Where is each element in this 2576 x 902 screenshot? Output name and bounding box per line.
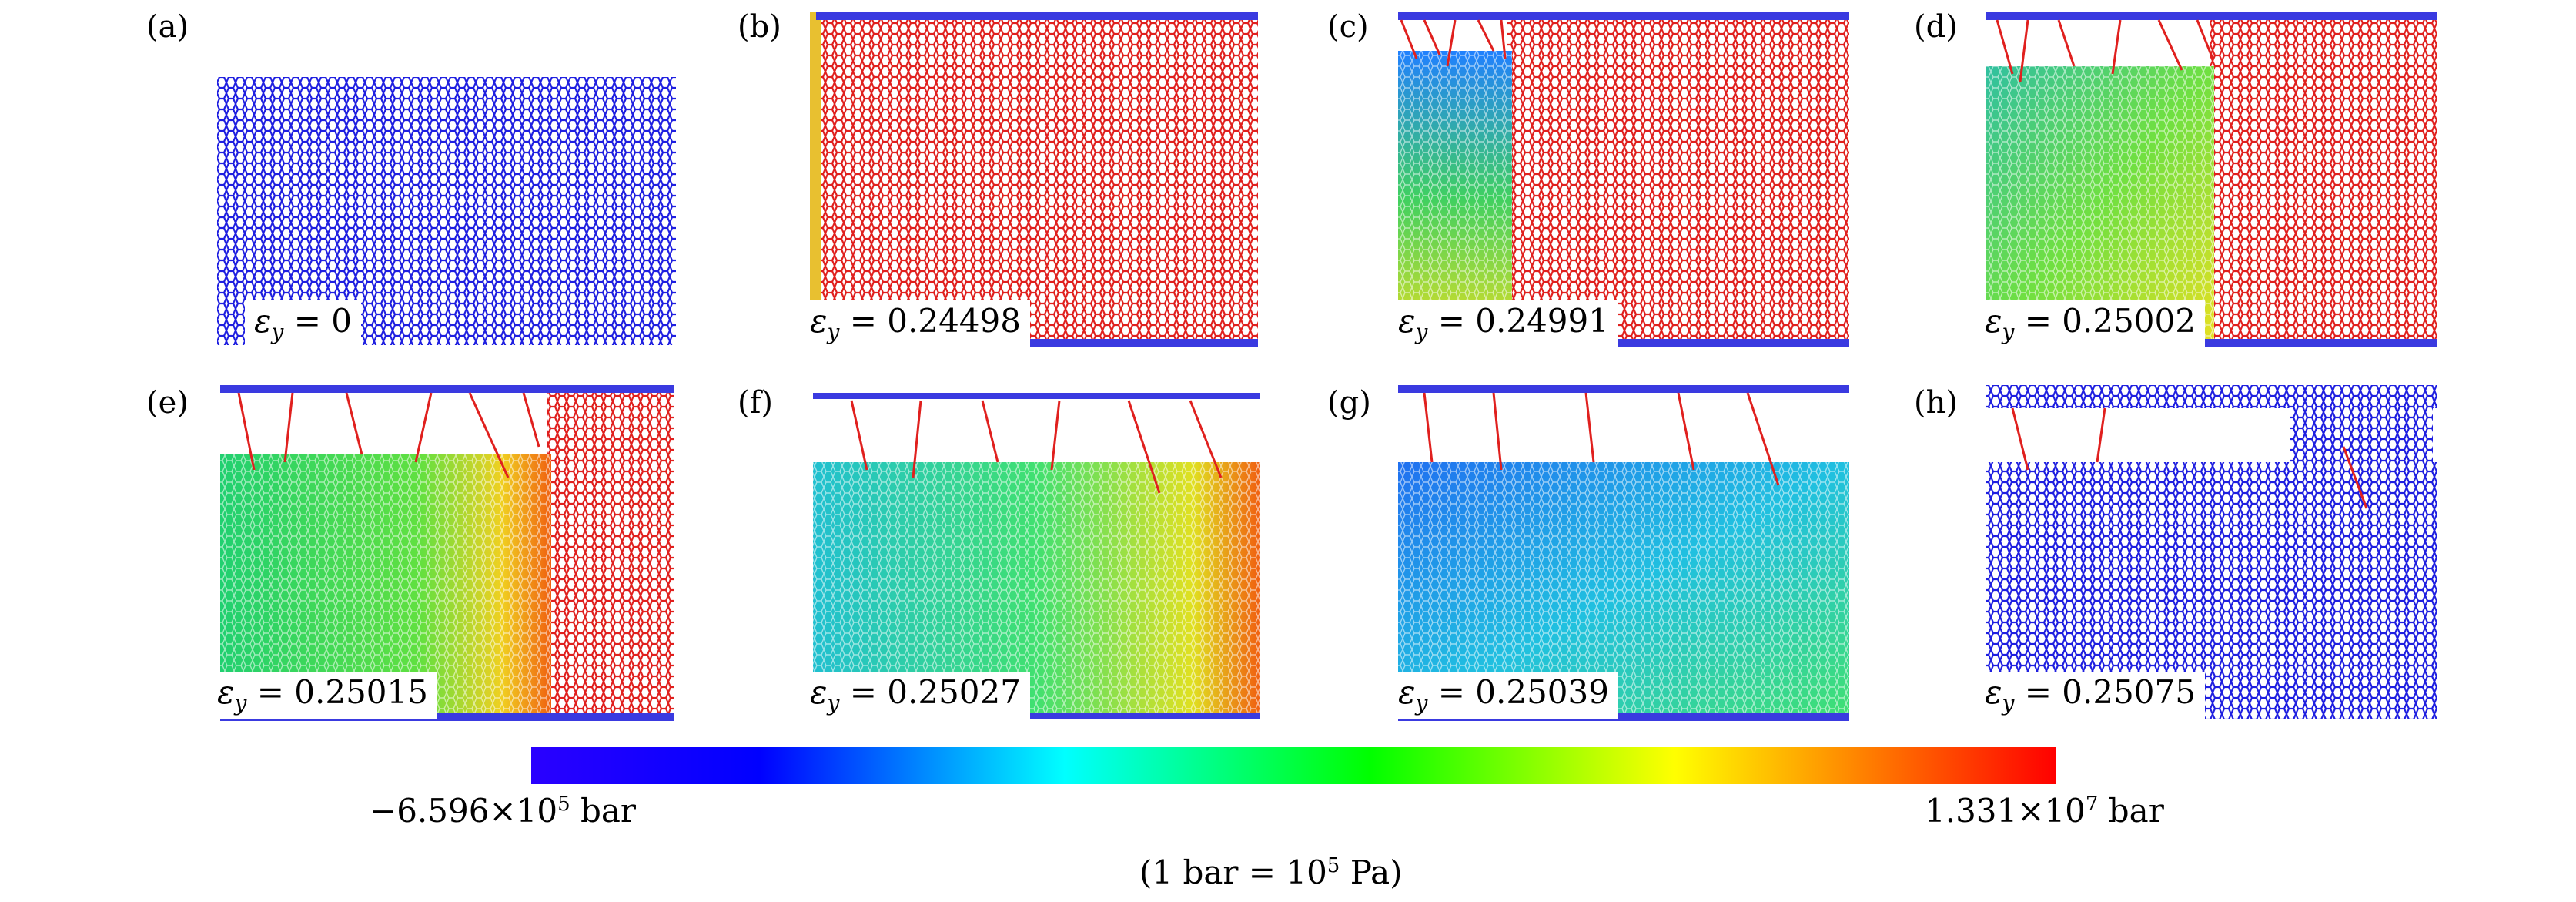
panel-label-d: (d) (1914, 9, 1958, 45)
panel-label-g: (g) (1327, 385, 1371, 421)
colorbar-max-label: 1.331×107 bar (1925, 792, 2164, 830)
panel-label-f: (f) (738, 385, 774, 421)
panel-label-h: (h) (1914, 385, 1958, 421)
strain-label-a: εy = 0 (245, 300, 361, 348)
strain-label-g: εy = 0.25039 (1389, 672, 1618, 719)
sheet-c (1398, 12, 1849, 347)
strain-label-h: εy = 0.25075 (1975, 672, 2205, 719)
strain-label-d: εy = 0.25002 (1975, 300, 2205, 348)
colorbar-min-label: −6.596×105 bar (370, 792, 636, 830)
colorbar (531, 747, 2056, 784)
panel-label-b: (b) (738, 9, 781, 45)
panel-label-c: (c) (1327, 9, 1369, 45)
panel-label-a: (a) (146, 9, 189, 45)
panel-label-e: (e) (146, 385, 189, 421)
strain-label-e: εy = 0.25015 (208, 672, 437, 719)
unit-note: (1 bar = 105 Pa) (1139, 853, 1403, 891)
sheet-b (810, 12, 1258, 347)
strain-label-f: εy = 0.25027 (801, 672, 1030, 719)
strain-label-c: εy = 0.24991 (1389, 300, 1618, 348)
sheet-d (1986, 12, 2437, 347)
strain-label-b: εy = 0.24498 (801, 300, 1030, 348)
